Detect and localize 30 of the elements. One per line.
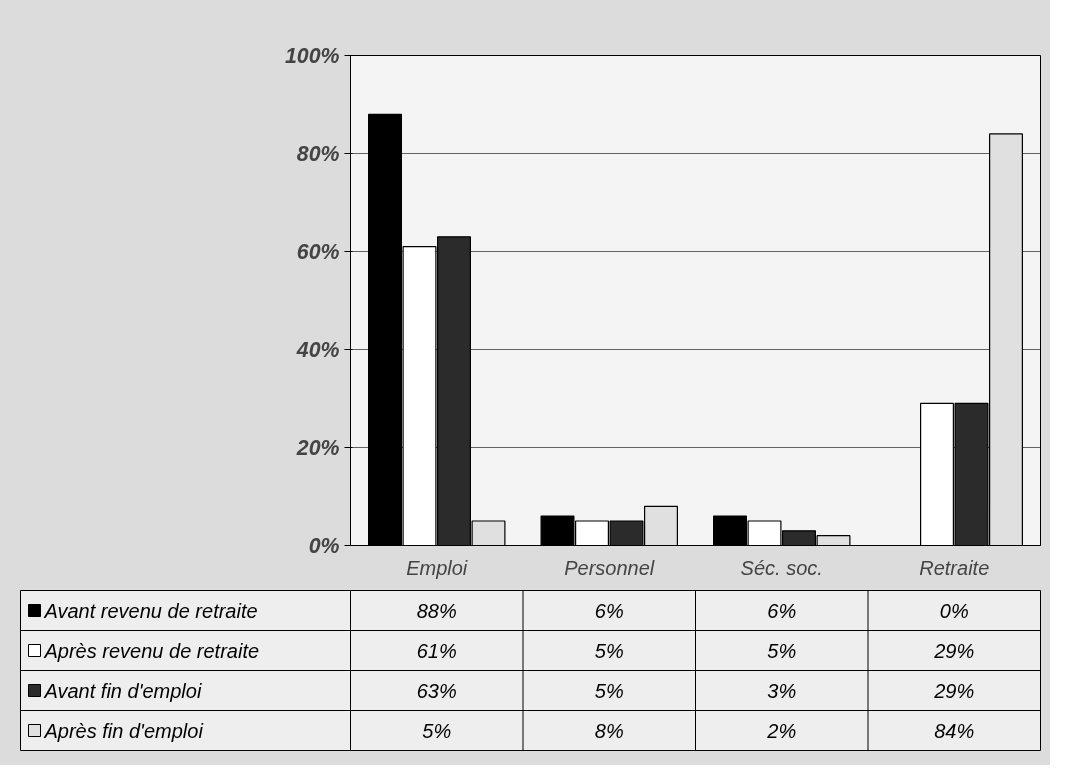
y-tick-label: 20% — [295, 435, 340, 460]
data-label: 2% — [766, 719, 797, 742]
data-label: 5% — [594, 679, 624, 702]
legend-label: Après revenu de retraite — [43, 639, 260, 662]
y-tick-label: 100% — [284, 43, 340, 68]
data-label: 5% — [767, 639, 797, 662]
legend-label: Avant fin d'emploi — [43, 679, 202, 702]
data-label: 6% — [594, 599, 624, 622]
legend-label: Après fin d'emploi — [43, 719, 204, 742]
x-tick-label: Emploi — [406, 556, 468, 579]
y-tick-label: 80% — [296, 141, 340, 166]
data-label: 84% — [934, 719, 975, 742]
y-tick-label: 40% — [295, 337, 340, 362]
data-label: 5% — [422, 719, 452, 742]
x-tick-label: Personnel — [564, 556, 655, 579]
data-label: 88% — [416, 599, 457, 622]
x-tick-label: Retraite — [919, 556, 990, 579]
data-label: 29% — [933, 679, 975, 702]
data-label: 6% — [767, 599, 797, 622]
y-tick-label: 60% — [296, 239, 340, 264]
x-tick-label: Séc. soc. — [740, 556, 823, 579]
data-label: 5% — [594, 639, 624, 662]
data-label: 8% — [594, 719, 624, 742]
data-label: 29% — [933, 639, 975, 662]
data-label: 61% — [416, 639, 457, 662]
data-label: 63% — [416, 679, 457, 702]
legend-label: Avant revenu de retraite — [43, 599, 258, 622]
data-label: 3% — [767, 679, 797, 702]
y-tick-label: 0% — [308, 533, 340, 558]
data-label: 0% — [939, 599, 969, 622]
